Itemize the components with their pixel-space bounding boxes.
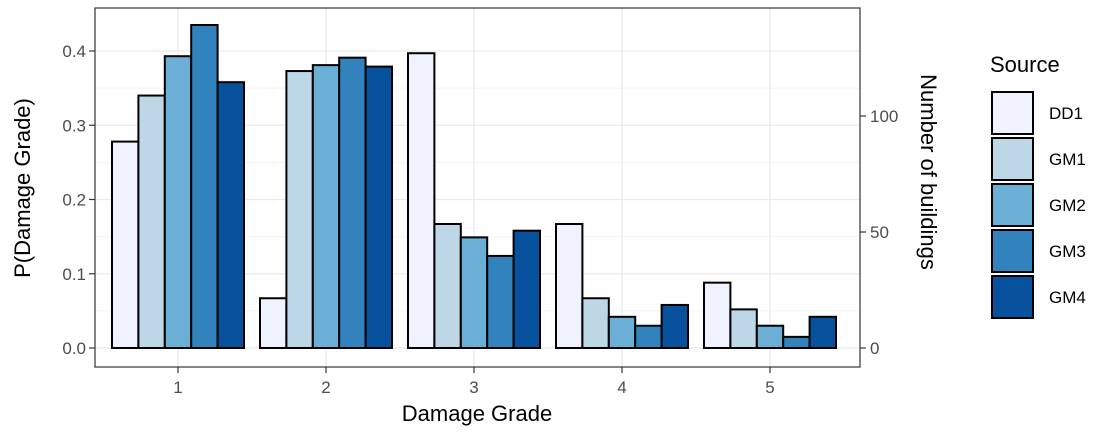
bar-GM3-grade-2 [338, 56, 367, 350]
legend-label-GM1: GM1 [1049, 150, 1086, 169]
bar-GM4-grade-4 [660, 303, 689, 350]
legend-label-GM4: GM4 [1049, 288, 1086, 307]
x-tick-label: 5 [765, 378, 774, 397]
right-axis: 0 50 100 [860, 107, 898, 358]
bar-GM4-grade-2 [364, 65, 394, 349]
bar-GM2-grade-2 [311, 64, 341, 350]
legend-swatch-GM1 [991, 137, 1034, 181]
bar-GM2-grade-3 [459, 236, 489, 349]
bar-GM1-grade-5 [729, 308, 758, 350]
x-axis-title: Damage Grade [402, 401, 552, 426]
y2-tick-label: 100 [870, 107, 898, 126]
x-tick-label: 1 [173, 378, 182, 397]
bar-GM3-grade-1 [190, 24, 219, 349]
x-axis: 1 2 3 4 5 [173, 367, 775, 397]
bar-GM3-grade-4 [634, 324, 663, 350]
x-tick-label: 2 [321, 378, 330, 397]
bar-GM3-grade-5 [782, 335, 811, 349]
bar-GM4-grade-5 [808, 315, 837, 349]
plot-border [94, 7, 861, 368]
bar-DD1-grade-3 [407, 52, 436, 349]
legend-swatch-GM2 [991, 183, 1034, 227]
legend-swatch-DD1 [991, 91, 1034, 135]
x-tick-label: 4 [617, 378, 626, 397]
legend-swatch-GM4 [991, 275, 1034, 319]
y-tick-label: 0.1 [62, 265, 86, 284]
bar-GM3-grade-3 [486, 254, 515, 349]
y-tick-label: 0.2 [62, 191, 86, 210]
left-axis: 0.0 0.1 0.2 0.3 0.4 [62, 42, 95, 358]
y-tick-label: 0.0 [62, 339, 86, 358]
y-axis-title: P(Damage Grade) [10, 98, 35, 278]
bar-GM4-grade-3 [512, 229, 541, 349]
bar-GM2-grade-1 [163, 55, 193, 349]
y2-axis-title: Number of buildings [916, 74, 941, 270]
legend: Source DD1 GM1 GM2 GM3 GM4 [990, 52, 1086, 319]
legend-title: Source [990, 52, 1060, 77]
y-tick-label: 0.4 [62, 42, 86, 61]
bar-GM1-grade-3 [433, 223, 462, 349]
y2-tick-label: 0 [870, 339, 879, 358]
bar-DD1-grade-5 [703, 281, 732, 349]
x-tick-label: 3 [469, 378, 478, 397]
bar-GM2-grade-4 [607, 315, 637, 349]
bar-GM4-grade-1 [216, 81, 246, 349]
bars [111, 24, 837, 350]
bar-DD1-grade-1 [111, 140, 140, 349]
y-tick-label: 0.3 [62, 116, 86, 135]
bar-DD1-grade-4 [555, 223, 584, 349]
bar-GM1-grade-4 [581, 297, 610, 349]
legend-swatch-GM3 [991, 229, 1034, 273]
bar-DD1-grade-2 [259, 297, 288, 349]
legend-label-GM3: GM3 [1049, 242, 1086, 261]
bar-GM1-grade-1 [137, 94, 166, 349]
bar-GM1-grade-2 [285, 70, 314, 350]
bar-GM2-grade-5 [755, 324, 785, 350]
legend-label-DD1: DD1 [1049, 104, 1083, 123]
legend-label-GM2: GM2 [1049, 196, 1086, 215]
y2-tick-label: 50 [870, 223, 889, 242]
